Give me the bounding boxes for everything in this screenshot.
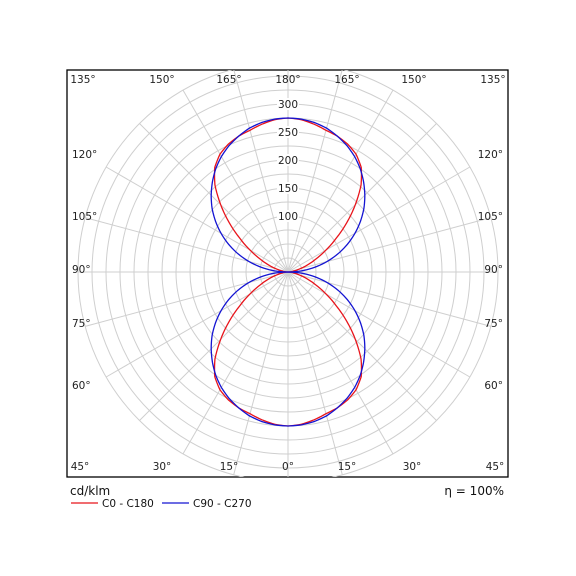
legend-label-c0: C0 - C180	[102, 498, 154, 510]
grid-spoke	[287, 70, 343, 273]
angle-label-bottom: 45°	[486, 461, 505, 473]
angle-label-right: 105°	[478, 211, 503, 223]
grid-spoke	[287, 123, 437, 273]
grid-spoke	[287, 271, 491, 327]
grid-spoke	[233, 271, 289, 475]
grid-spoke	[85, 217, 289, 273]
efficiency-label: η = 100%	[444, 484, 504, 498]
grid-spoke	[85, 271, 289, 327]
grid-spoke	[287, 271, 471, 378]
angle-label-right: 75°	[484, 318, 503, 330]
grid-spoke	[287, 89, 394, 273]
angle-label-right: 120°	[478, 149, 503, 161]
angle-label-top: 135°	[480, 74, 505, 86]
angle-label-bottom: 0°	[282, 461, 294, 473]
radial-tick-label: 300	[278, 99, 298, 111]
radial-tick-bg	[277, 154, 299, 166]
series-layer	[210, 117, 366, 427]
radial-tick-bg	[277, 182, 299, 194]
radial-tick-label: 250	[278, 127, 298, 139]
angle-label-top: 150°	[401, 74, 426, 86]
grid-spoke	[287, 217, 491, 273]
angle-label-bottom: 15°	[338, 461, 357, 473]
radial-tick-label: 200	[278, 155, 298, 167]
angle-label-left: 120°	[72, 149, 97, 161]
legend: C0 - C180 C90 - C270	[71, 498, 252, 510]
grid-spoke	[287, 166, 471, 273]
angle-label-right: 90°	[484, 264, 503, 276]
curve-c90-c270-upper	[210, 117, 366, 273]
angle-label-left: 105°	[72, 211, 97, 223]
unit-label: cd/klm	[70, 484, 110, 498]
angle-label-left: 90°	[72, 264, 91, 276]
grid-spoke	[233, 70, 289, 273]
grid-spoke	[139, 271, 289, 421]
angle-label-top: 180°	[275, 74, 300, 86]
grid-spoke	[105, 166, 289, 273]
angle-label-bottom: 30°	[153, 461, 172, 473]
radial-tick-bg	[277, 98, 299, 110]
radial-tick-label: 150	[278, 183, 298, 195]
angle-label-bottom: 15°	[220, 461, 239, 473]
angle-label-right: 60°	[484, 380, 503, 392]
grid-spoke	[287, 271, 394, 455]
angle-label-top: 165°	[334, 74, 359, 86]
grid-spoke	[139, 123, 289, 273]
grid-spoke	[287, 271, 343, 475]
grid-spoke	[287, 271, 437, 421]
angle-label-left: 75°	[72, 318, 91, 330]
angle-label-top: 165°	[216, 74, 241, 86]
radial-tick-bg	[277, 210, 299, 222]
radial-tick-bg	[277, 126, 299, 138]
legend-label-c90: C90 - C270	[193, 498, 252, 510]
radial-tick-label: 100	[278, 211, 298, 223]
angle-label-top: 135°	[70, 74, 95, 86]
angle-label-top: 150°	[149, 74, 174, 86]
grid-spoke	[182, 271, 289, 455]
curve-c90-c270-lower	[210, 271, 366, 427]
grid-spoke	[105, 271, 289, 378]
grid-spoke	[182, 89, 289, 273]
polar-grid	[77, 70, 499, 477]
label-layer: 100 150 200 250 300 135° 150° 165° 180° 165° 150° 1…	[70, 74, 505, 473]
angle-label-bottom: 30°	[403, 461, 422, 473]
angle-label-left: 60°	[72, 380, 91, 392]
angle-label-bottom: 45°	[71, 461, 90, 473]
